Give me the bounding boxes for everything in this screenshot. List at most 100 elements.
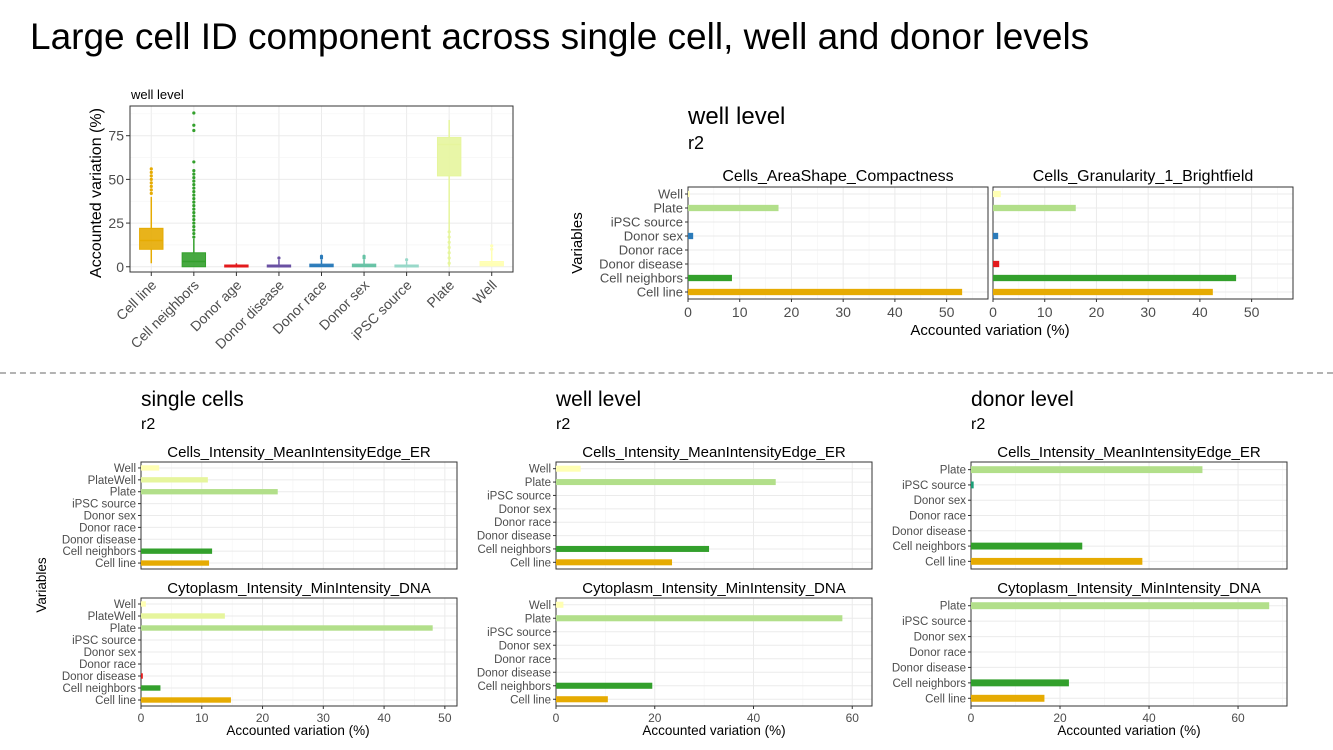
outlier-point: [192, 169, 196, 173]
facet-cells-intensity-meanintensityedge-er: Cells_Intensity_MeanIntensityEdge_ER Well…: [62, 444, 458, 570]
bar-cell-neighbors: [993, 274, 1237, 282]
outlier-point: [149, 167, 153, 171]
bar-well: [556, 601, 564, 608]
facet-title: Cytoplasm_Intensity_MinIntensity_DNA: [997, 580, 1260, 597]
y-tick-label: iPSC source: [611, 215, 683, 230]
x-tick-label: 20: [648, 711, 662, 725]
facet-cytoplasm-intensity-minintensity-dna: Cytoplasm_Intensity_MinIntensity_DNA Well…: [477, 580, 873, 725]
y-tick-label: Cell line: [925, 556, 966, 568]
x-tick-label: 10: [732, 304, 748, 320]
bar-cell-neighbors: [141, 685, 161, 691]
box-donor-disease: [266, 256, 292, 268]
x-tick-label: 20: [1089, 304, 1105, 320]
x-tick-label: 40: [747, 711, 761, 725]
outlier-point: [192, 235, 196, 239]
bar-donor-sex: [688, 232, 694, 240]
x-tick-label: 0: [553, 711, 560, 725]
box-donor-race: [309, 254, 334, 268]
x-tick-label: 40: [1192, 304, 1208, 320]
outlier-point: [362, 254, 366, 258]
outlier-point: [192, 214, 196, 218]
y-tick-label: 0: [116, 259, 124, 275]
y-tick-label: Cell neighbors: [892, 541, 966, 553]
y-tick-label: Donor disease: [62, 534, 136, 546]
y-tick-label: iPSC source: [72, 499, 136, 511]
x-tick-label: 40: [377, 711, 391, 725]
box-well: [479, 244, 504, 267]
y-tick-label: Donor race: [79, 522, 136, 534]
outlier-point: [149, 174, 153, 178]
bar-chart-1: well level r2 Cells_AreaShape_Compactness W…: [569, 103, 1294, 339]
chart-title: donor level: [971, 388, 1074, 411]
bar-chart-3: well level r2 Cells_Intensity_MeanIntensit…: [477, 388, 873, 738]
box-body: [139, 227, 164, 250]
facet-title: Cells_Intensity_MeanIntensityEdge_ER: [582, 444, 846, 461]
outlier-point: [192, 183, 196, 187]
bar-cell-line: [993, 288, 1213, 296]
outlier-point: [192, 210, 196, 215]
bar-cell-line: [556, 696, 608, 703]
outlier-point: [192, 217, 196, 222]
facet-cells-intensity-meanintensityedge-er: Cells_Intensity_MeanIntensityEdge_ER Well…: [477, 444, 873, 570]
y-tick-label: iPSC source: [902, 616, 966, 628]
chart-subtitle: r2: [688, 133, 704, 153]
y-tick-label: Donor sex: [914, 495, 967, 507]
y-tick-label: Donor sex: [914, 632, 967, 644]
y-tick-label: iPSC source: [487, 490, 551, 502]
x-tick-label: 50: [1244, 304, 1260, 320]
y-tick-label: 50: [108, 171, 124, 187]
outlier-point: [192, 179, 196, 183]
bar-well: [993, 190, 1001, 198]
y-tick-label: Well: [529, 600, 551, 612]
y-axis-label: Variables: [34, 557, 49, 613]
outlier-point: [149, 184, 153, 188]
bar-plate: [556, 615, 843, 622]
outlier-point: [192, 200, 196, 204]
bar-plate: [688, 204, 779, 212]
bar-donor-sex: [993, 232, 999, 240]
outlier-point: [490, 244, 494, 248]
dashed-separator: [0, 372, 1333, 374]
outlier-point: [192, 186, 196, 190]
bar-ipsc-source: [971, 481, 974, 489]
y-tick-label: PlateWell: [88, 475, 136, 487]
bar-well: [141, 465, 160, 471]
facet-cells-intensity-meanintensityedge-er: Cells_Intensity_MeanIntensityEdge_ER Plat…: [892, 444, 1288, 570]
outlier-point: [277, 256, 281, 260]
bar-cell-neighbors: [971, 542, 1083, 550]
bar-cell-line: [141, 697, 231, 703]
facet-title: Cells_AreaShape_Compactness: [722, 168, 953, 185]
y-tick-label: Well: [658, 187, 683, 202]
x-tick-label: 30: [835, 304, 851, 320]
y-tick-label: iPSC source: [902, 480, 966, 492]
outlier-point: [447, 235, 451, 239]
y-tick-label: Donor race: [79, 659, 136, 671]
x-tick-label: 10: [1037, 304, 1053, 320]
bar-chart-4: donor level r2 Cells_Intensity_MeanIntensi…: [892, 388, 1288, 738]
box-donor-age: [224, 263, 249, 268]
x-tick-label: 20: [256, 711, 270, 725]
bar-well: [688, 190, 690, 198]
bar-cell-line: [556, 559, 673, 566]
outlier-point: [149, 170, 153, 174]
outlier-point: [447, 240, 451, 244]
y-tick-label: Plate: [525, 613, 551, 625]
y-axis-label: Accounted variation (%): [88, 108, 105, 278]
bar-plate: [141, 489, 278, 495]
bar-plate: [971, 466, 1203, 474]
bar-platewell: [141, 477, 208, 483]
x-tick-label: 60: [1231, 711, 1245, 725]
x-tick-label: 40: [1142, 711, 1156, 725]
y-tick-label: Cell neighbors: [600, 271, 684, 286]
x-tick-label: Plate: [423, 277, 457, 311]
y-tick-label: Cell line: [925, 693, 966, 705]
facet-cytoplasm-intensity-minintensity-dna: Cytoplasm_Intensity_MinIntensity_DNA Well…: [62, 580, 458, 725]
outlier-point: [192, 176, 196, 180]
y-tick-label: Donor race: [619, 243, 683, 258]
bar-cell-line: [688, 288, 963, 296]
outlier-point: [447, 256, 451, 260]
x-tick-label: 20: [1053, 711, 1067, 725]
bar-donor-disease: [993, 260, 1000, 268]
